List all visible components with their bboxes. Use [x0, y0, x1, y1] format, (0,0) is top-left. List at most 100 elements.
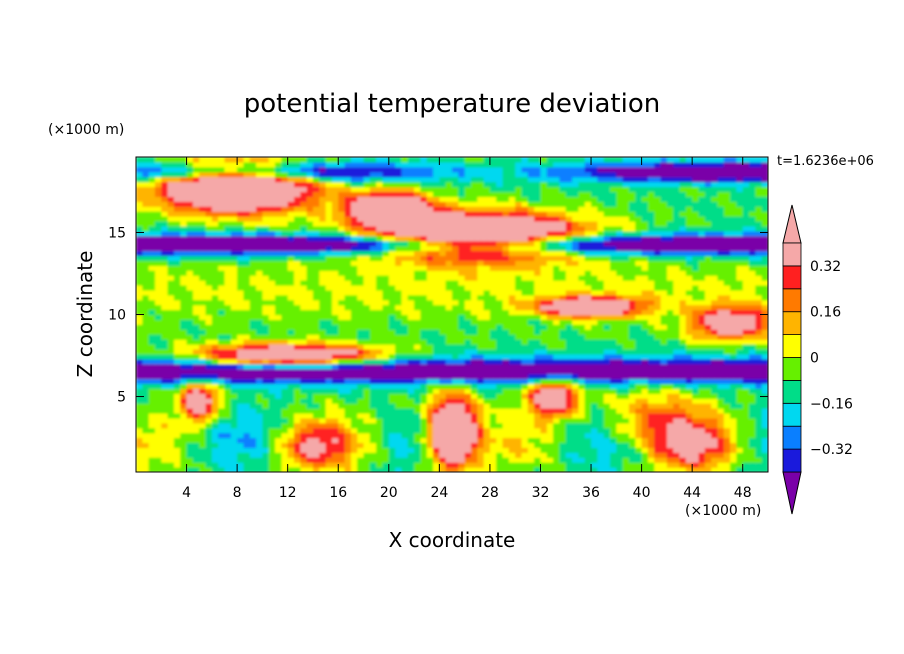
heatmap-cell [414, 368, 421, 375]
heatmap-cell [199, 417, 207, 424]
heatmap-cell [591, 467, 598, 472]
heatmap-cell [407, 447, 415, 453]
heatmap-cell [578, 398, 586, 404]
heatmap-cell [717, 235, 725, 242]
heatmap-cell [211, 270, 219, 276]
heatmap-cell [685, 265, 693, 271]
heatmap-cell [508, 412, 516, 419]
heatmap-cell [369, 462, 377, 468]
heatmap-cell [363, 398, 371, 404]
heatmap-cell [546, 230, 554, 237]
heatmap-cell [597, 289, 605, 296]
heatmap-cell [553, 255, 561, 261]
heatmap-cell [287, 378, 295, 384]
heatmap-cell [717, 339, 725, 345]
heatmap-cell [704, 289, 712, 296]
heatmap-cell [445, 358, 453, 365]
heatmap-cell [692, 417, 700, 424]
heatmap-cell [426, 378, 434, 384]
heatmap-cell [470, 398, 478, 404]
heatmap-cell [584, 462, 592, 468]
heatmap-cell [154, 230, 162, 237]
heatmap-cell [388, 412, 396, 419]
heatmap-cell [717, 467, 725, 472]
heatmap-cell [749, 329, 756, 335]
heatmap-cell [237, 452, 245, 458]
heatmap-cell [755, 457, 763, 463]
heatmap-cell [325, 467, 333, 472]
heatmap-cell [357, 294, 365, 301]
heatmap-cell [211, 388, 219, 394]
heatmap-cell [666, 442, 674, 448]
heatmap-cell [628, 334, 636, 340]
heatmap-cell [237, 373, 245, 380]
heatmap-cell [660, 427, 668, 434]
heatmap-cell [142, 294, 150, 301]
heatmap-cell [647, 314, 655, 321]
heatmap-cell [685, 289, 693, 296]
heatmap-cell [388, 363, 396, 370]
heatmap-cell [654, 447, 662, 453]
heatmap-cell [458, 265, 466, 271]
heatmap-cell [224, 403, 232, 409]
heatmap-cell [338, 299, 346, 306]
heatmap-cell [635, 393, 643, 399]
heatmap-cell [338, 245, 346, 252]
heatmap-cell [654, 230, 662, 237]
heatmap-cell [186, 358, 194, 365]
heatmap-cell [275, 334, 282, 340]
heatmap-cell [420, 447, 428, 453]
heatmap-cell [761, 368, 768, 375]
heatmap-cell [249, 225, 257, 232]
heatmap-cell [199, 245, 207, 252]
heatmap-cell [312, 353, 320, 360]
heatmap-cell [148, 289, 156, 296]
heatmap-cell [224, 427, 232, 434]
heatmap-cell [502, 284, 510, 291]
heatmap-cell [679, 304, 687, 311]
heatmap-cell [369, 393, 377, 399]
heatmap-cell [211, 348, 219, 355]
heatmap-cell [755, 235, 763, 242]
heatmap-cell [338, 250, 346, 257]
heatmap-cell [357, 393, 365, 399]
heatmap-cell [192, 294, 200, 301]
heatmap-cell [717, 452, 725, 458]
heatmap-cell [243, 314, 251, 321]
heatmap-cell [565, 289, 573, 296]
heatmap-cell [749, 334, 756, 340]
heatmap-cell [496, 457, 504, 463]
heatmap-cell [439, 240, 447, 247]
heatmap-cell [256, 403, 263, 409]
heatmap-cell [584, 299, 592, 306]
heatmap-cell [679, 467, 687, 472]
heatmap-cell [572, 265, 579, 271]
heatmap-cell [142, 427, 150, 434]
heatmap-cell [711, 304, 719, 311]
heatmap-cell [148, 393, 156, 399]
heatmap-cell [647, 265, 655, 271]
heatmap-cell [584, 412, 592, 419]
heatmap-cell [730, 250, 737, 257]
heatmap-cell [287, 284, 295, 291]
heatmap-cell [704, 334, 712, 340]
heatmap-cell [755, 284, 763, 291]
heatmap-cell [136, 378, 143, 384]
heatmap-cell [470, 378, 478, 384]
heatmap-cell [635, 417, 643, 424]
heatmap-cell [142, 339, 150, 345]
heatmap-cell [433, 408, 440, 414]
heatmap-cell [711, 334, 719, 340]
heatmap-cell [679, 363, 687, 370]
heatmap-cell [515, 368, 523, 375]
heatmap-cell [698, 358, 706, 365]
heatmap-cell [477, 260, 485, 266]
heatmap-cell [224, 417, 232, 424]
heatmap-cell [369, 275, 377, 281]
heatmap-cell [142, 442, 150, 448]
heatmap-cell [692, 378, 700, 384]
heatmap-cell [161, 314, 169, 321]
heatmap-cell [205, 437, 213, 444]
heatmap-cell [331, 265, 339, 271]
heatmap-cell [154, 437, 162, 444]
